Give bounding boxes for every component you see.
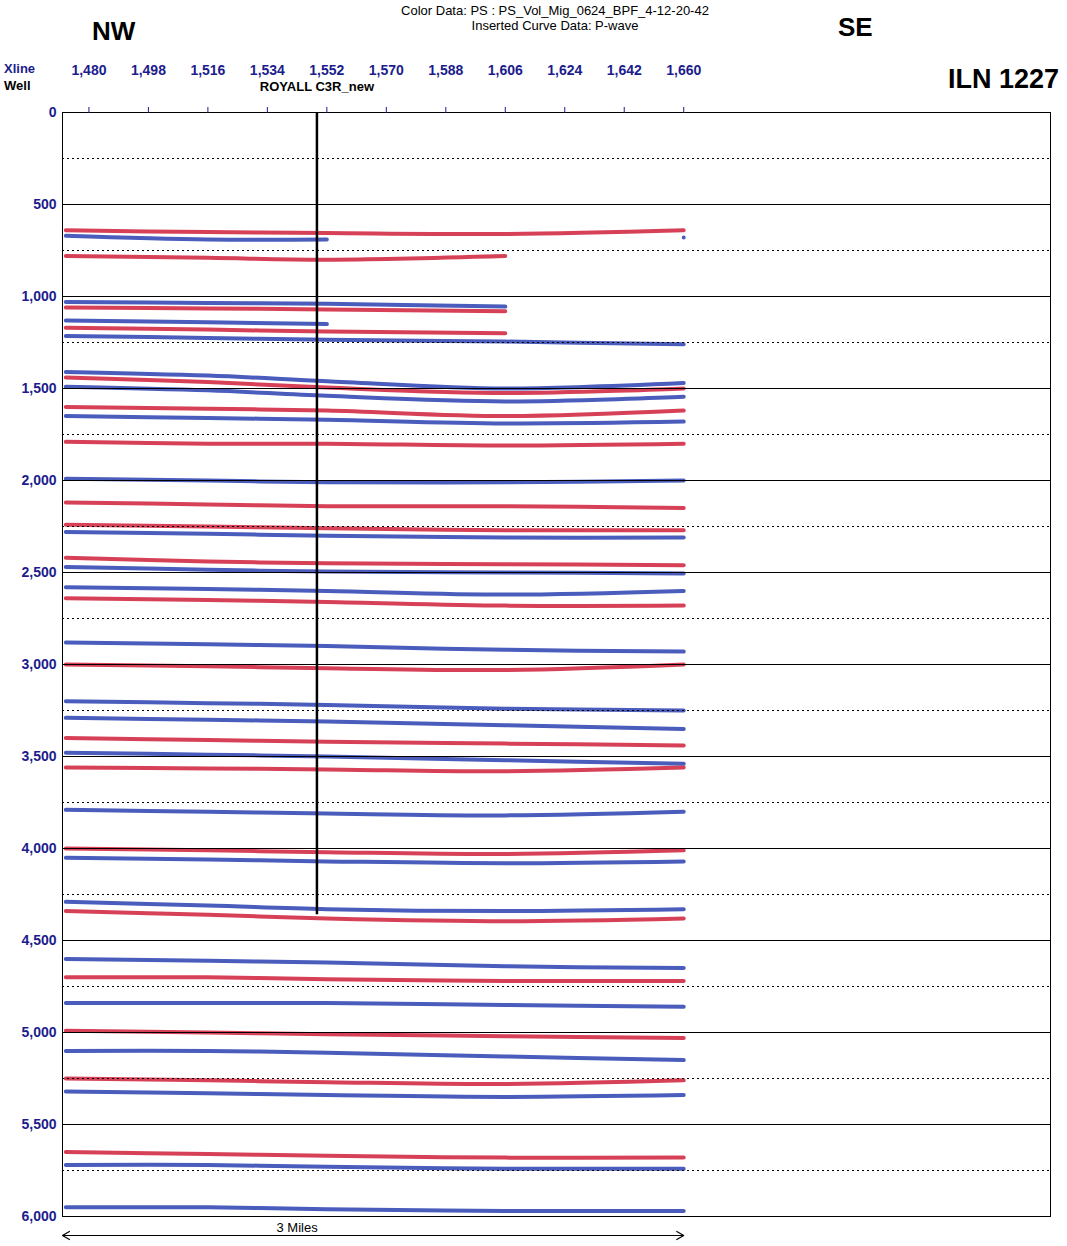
svg-text:5,000: 5,000 bbox=[21, 1024, 56, 1040]
svg-text:1,624: 1,624 bbox=[547, 62, 582, 78]
html-text:Inserted Curve Data: P-wave: Inserted Curve Data: P-wave bbox=[471, 18, 639, 33]
svg-text:1,588: 1,588 bbox=[428, 62, 463, 78]
svg-text:0: 0 bbox=[49, 104, 57, 120]
svg-text:2,500: 2,500 bbox=[21, 564, 56, 580]
svg-text:1,642: 1,642 bbox=[607, 62, 642, 78]
svg-text:4,500: 4,500 bbox=[21, 932, 56, 948]
svg-text:1,516: 1,516 bbox=[190, 62, 225, 78]
svg-text:6,000: 6,000 bbox=[21, 1208, 56, 1224]
svg-text:1,606: 1,606 bbox=[488, 62, 523, 78]
html-text:SE: SE bbox=[838, 12, 873, 42]
svg-text:3,000: 3,000 bbox=[21, 656, 56, 672]
svg-text:ROYALL C3R_new: ROYALL C3R_new bbox=[260, 79, 375, 94]
svg-text:5,500: 5,500 bbox=[21, 1116, 56, 1132]
html-text:Color Data: PS : PS_Vol_Mig_06: Color Data: PS : PS_Vol_Mig_0624_BPF_4-1… bbox=[401, 3, 709, 18]
svg-text:1,570: 1,570 bbox=[369, 62, 404, 78]
svg-text:1,498: 1,498 bbox=[131, 62, 166, 78]
svg-text:1,000: 1,000 bbox=[21, 288, 56, 304]
svg-text:4,000: 4,000 bbox=[21, 840, 56, 856]
html-text:NW: NW bbox=[92, 16, 136, 46]
svg-text:500: 500 bbox=[33, 196, 57, 212]
html-text:Well: Well bbox=[4, 78, 31, 93]
svg-text:1,500: 1,500 bbox=[21, 380, 56, 396]
svg-text:1,552: 1,552 bbox=[309, 62, 344, 78]
svg-text:1,660: 1,660 bbox=[666, 62, 701, 78]
svg-text:2,000: 2,000 bbox=[21, 472, 56, 488]
html-text:ILN 1227: ILN 1227 bbox=[947, 64, 1059, 94]
svg-text:3 Miles: 3 Miles bbox=[277, 1220, 319, 1235]
svg-text:1,534: 1,534 bbox=[250, 62, 285, 78]
svg-text:1,480: 1,480 bbox=[71, 62, 106, 78]
html-text:Xline: Xline bbox=[4, 61, 36, 76]
svg-text:3,500: 3,500 bbox=[21, 748, 56, 764]
